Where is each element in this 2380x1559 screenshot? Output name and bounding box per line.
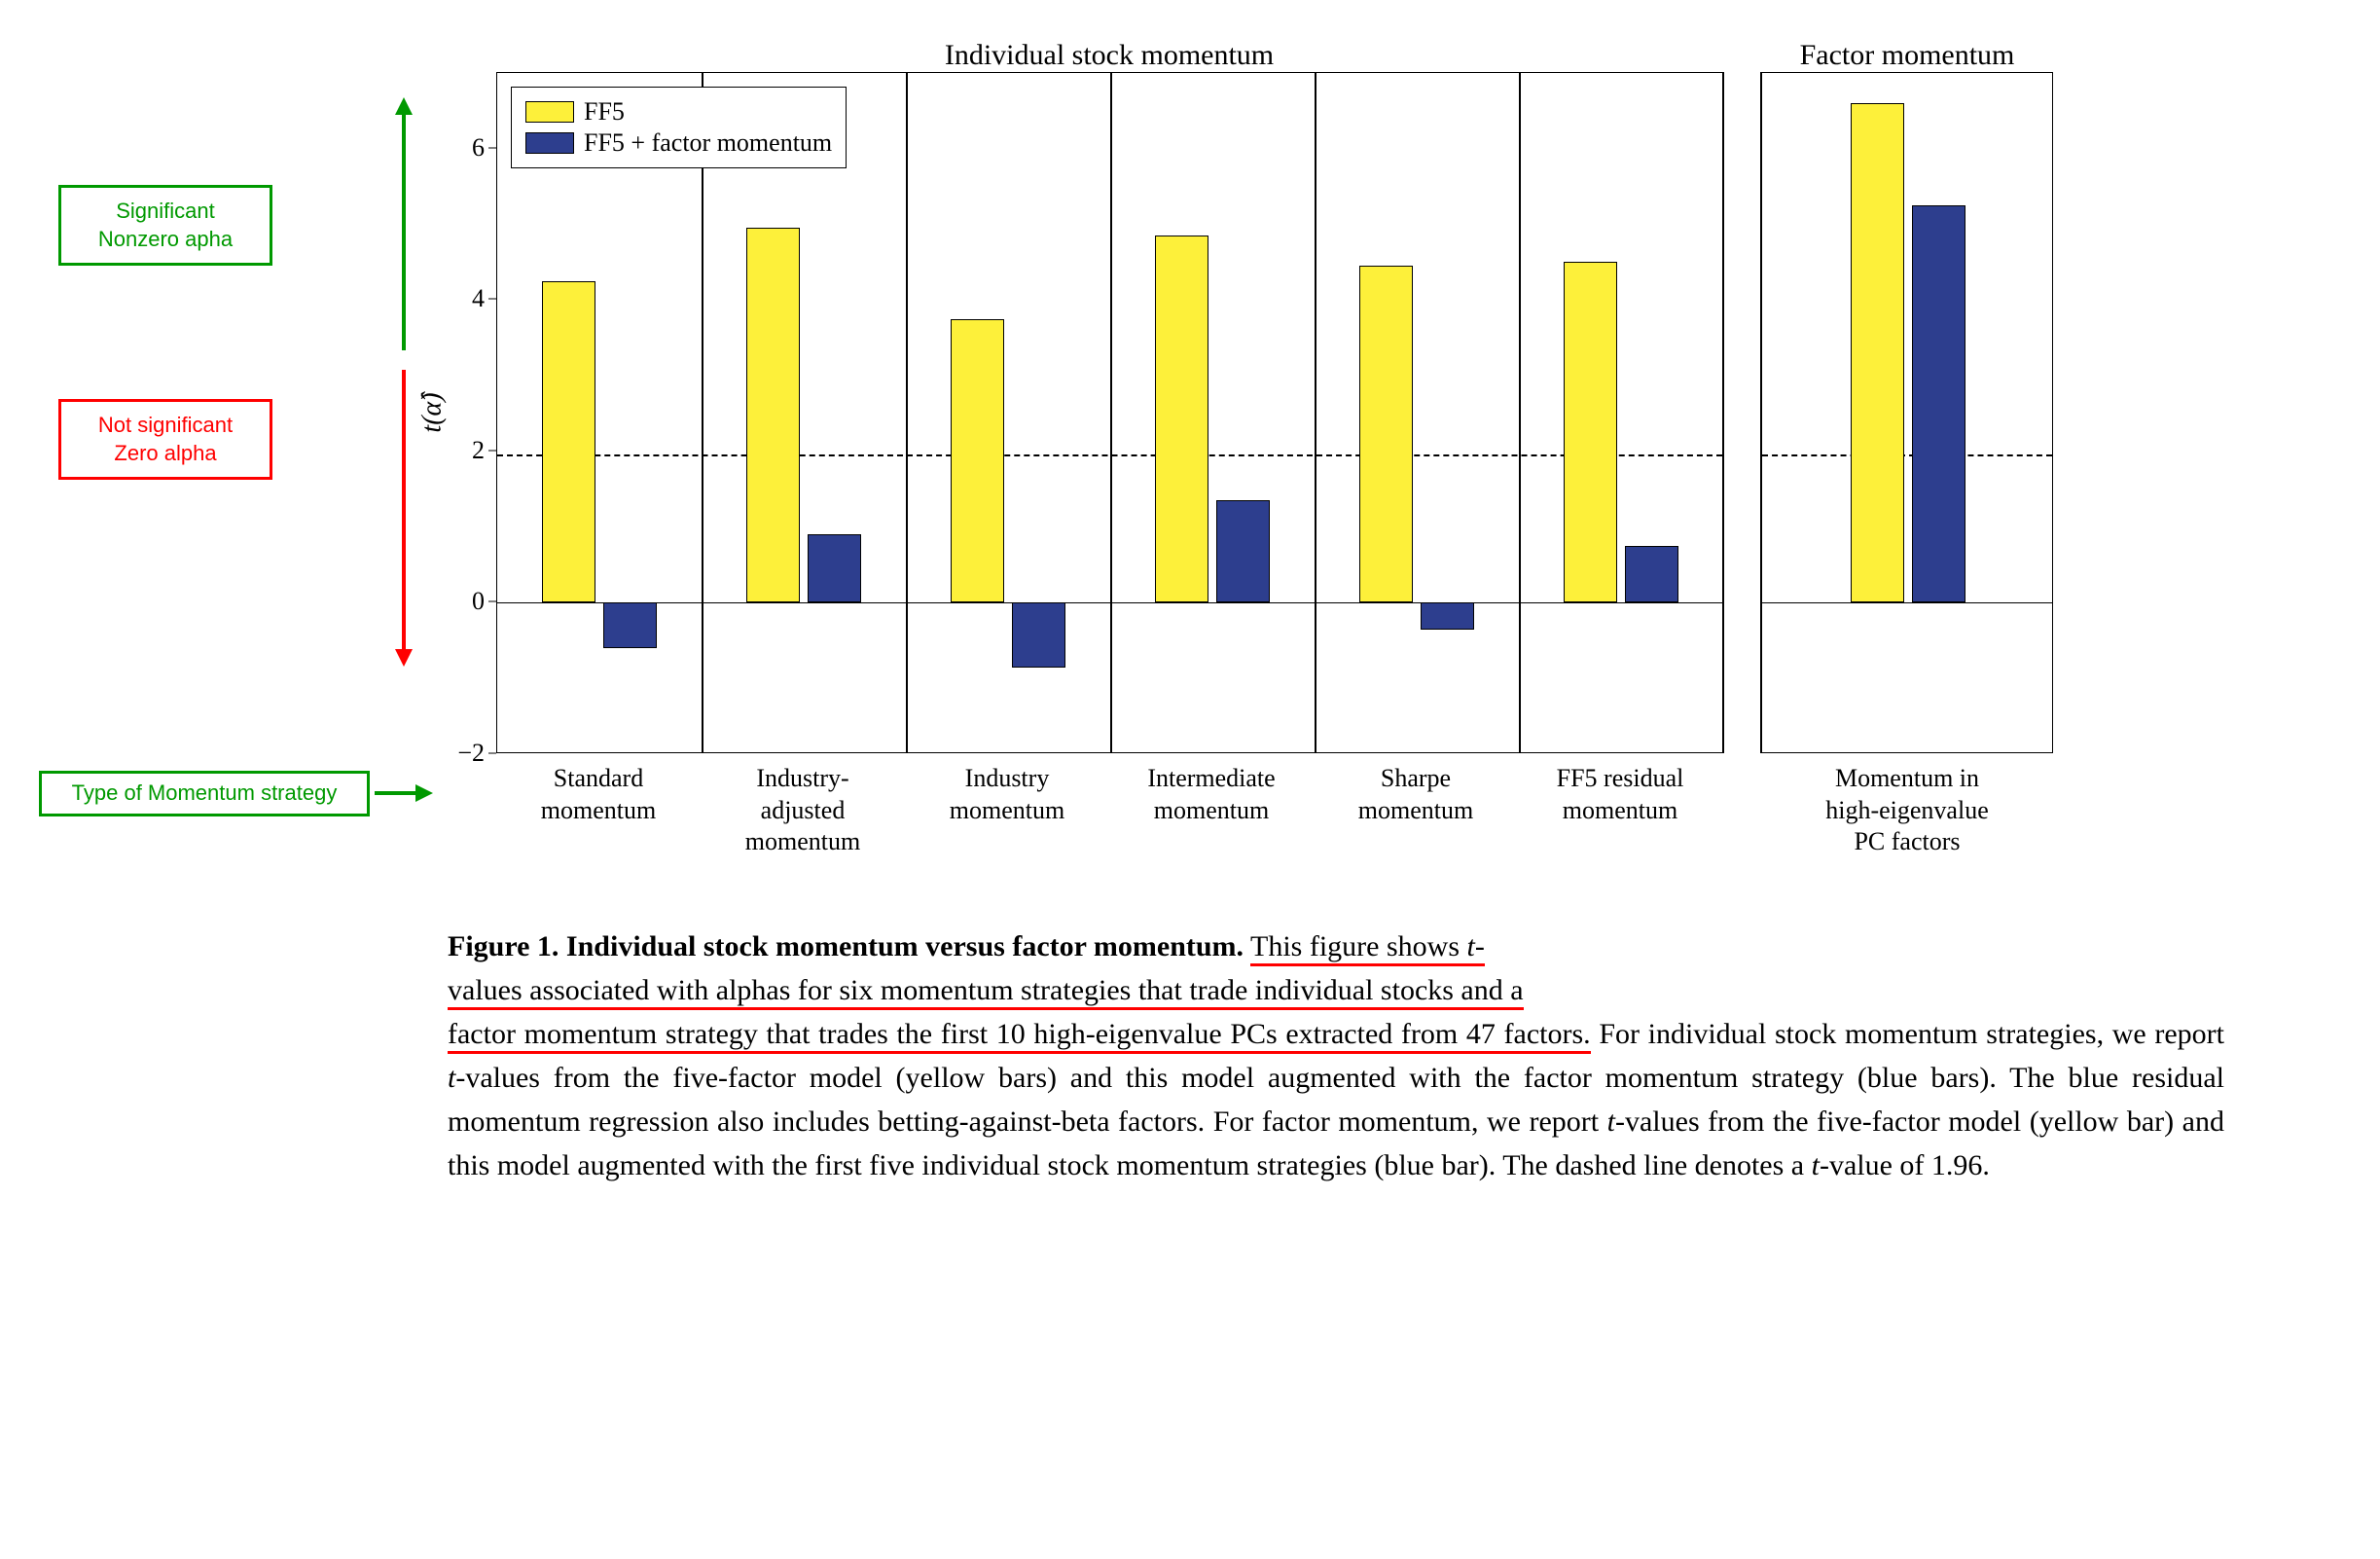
annotation-x-axis: Type of Momentum strategy xyxy=(39,771,370,816)
caption-underline-2: values associated with alphas for six mo… xyxy=(448,974,1524,1010)
anno-x-label: Type of Momentum strategy xyxy=(72,780,338,805)
ytick-label: 6 xyxy=(472,133,485,163)
legend-label-ff5: FF5 xyxy=(584,97,625,127)
bar-ff5-fm xyxy=(1625,546,1678,602)
x-category-label: Industry-adjustedmomentum xyxy=(701,763,905,858)
caption-underline-3: factor momentum strategy that trades the… xyxy=(448,1018,1591,1054)
anno-sig-l1: Significant xyxy=(116,199,215,223)
legend-row-ff5: FF5 xyxy=(525,97,832,127)
bar-ff5-fm xyxy=(808,534,861,602)
anno-nsig-l1: Not significant xyxy=(98,413,233,437)
caption-body-1: For individual stock momentum strategies… xyxy=(1599,1018,2224,1050)
bar-ff5-fm xyxy=(603,602,657,648)
panel-individual-stock: FF5 FF5 + factor momentum xyxy=(496,72,1722,753)
x-axis-labels: StandardmomentumIndustry-adjustedmomentu… xyxy=(448,763,2341,858)
bar-ff5 xyxy=(1155,236,1208,602)
panel-factor-momentum xyxy=(1761,72,2053,753)
ytick-label: 4 xyxy=(472,284,485,313)
bar-ff5-fm xyxy=(1912,205,1965,602)
caption-title: Figure 1. Individual stock momentum vers… xyxy=(448,930,1244,962)
bar-ff5 xyxy=(1851,103,1904,602)
legend-label-ff5-fm: FF5 + factor momentum xyxy=(584,128,832,158)
caption-underline-1: This figure shows t- xyxy=(1250,930,1485,966)
legend-row-ff5-fm: FF5 + factor momentum xyxy=(525,128,832,158)
x-category-label: Standardmomentum xyxy=(496,763,701,858)
ytick-label: −2 xyxy=(457,739,485,768)
bar-ff5 xyxy=(1564,262,1617,602)
ytick-label: 0 xyxy=(472,587,485,616)
ytick-label: 2 xyxy=(472,436,485,465)
annotation-not-significant: Not significant Zero alpha xyxy=(58,399,272,480)
bar-ff5 xyxy=(542,281,595,603)
panel-gap xyxy=(1722,72,1761,753)
figure-container: Significant Nonzero apha Not significant… xyxy=(39,39,2341,1187)
arrow-right-icon xyxy=(375,779,433,808)
chart-area: Individual stock momentum Factor momentu… xyxy=(448,39,2341,858)
x-category-label: Industrymomentum xyxy=(905,763,1109,858)
bar-ff5-fm xyxy=(1421,602,1474,629)
anno-sig-l2: Nonzero apha xyxy=(98,227,233,251)
annotation-significant: Significant Nonzero apha xyxy=(58,185,272,266)
chart-body: t(α̂) −20246 FF5 xyxy=(448,72,2341,753)
panel1-title: Individual stock momentum xyxy=(496,39,1722,72)
xlabels-panel2: Momentum inhigh-eigenvaluePC factors xyxy=(1761,763,2053,858)
panel2-title: Factor momentum xyxy=(1761,39,2053,72)
panel-titles: Individual stock momentum Factor momentu… xyxy=(448,39,2341,72)
x-category-label: Intermediatemomentum xyxy=(1109,763,1314,858)
chart-panels: FF5 FF5 + factor momentum xyxy=(496,72,2053,753)
bar-ff5 xyxy=(1359,266,1413,602)
bar-ff5 xyxy=(951,319,1004,603)
chart-legend: FF5 FF5 + factor momentum xyxy=(511,87,847,168)
arrow-down-icon xyxy=(389,360,418,671)
chart-row: Significant Nonzero apha Not significant… xyxy=(39,39,2341,886)
side-annotations: Significant Nonzero apha Not significant… xyxy=(39,39,428,886)
figure-caption: Figure 1. Individual stock momentum vers… xyxy=(448,925,2224,1187)
x-category-label: Sharpemomentum xyxy=(1314,763,1518,858)
xlabels-panel1: StandardmomentumIndustry-adjustedmomentu… xyxy=(496,763,1722,858)
arrow-up-icon xyxy=(389,97,418,360)
bar-ff5-fm xyxy=(1216,500,1270,602)
legend-swatch-blue xyxy=(525,132,574,154)
legend-swatch-yellow xyxy=(525,101,574,123)
anno-nsig-l2: Zero alpha xyxy=(114,441,216,465)
y-axis-label: t(α̂) xyxy=(417,392,449,432)
bar-ff5 xyxy=(746,228,800,602)
y-axis: t(α̂) −20246 xyxy=(448,72,496,753)
x-category-label: FF5 residualmomentum xyxy=(1518,763,1722,858)
bar-ff5-fm xyxy=(1012,602,1065,667)
x-category-label: Momentum inhigh-eigenvaluePC factors xyxy=(1761,763,2053,858)
